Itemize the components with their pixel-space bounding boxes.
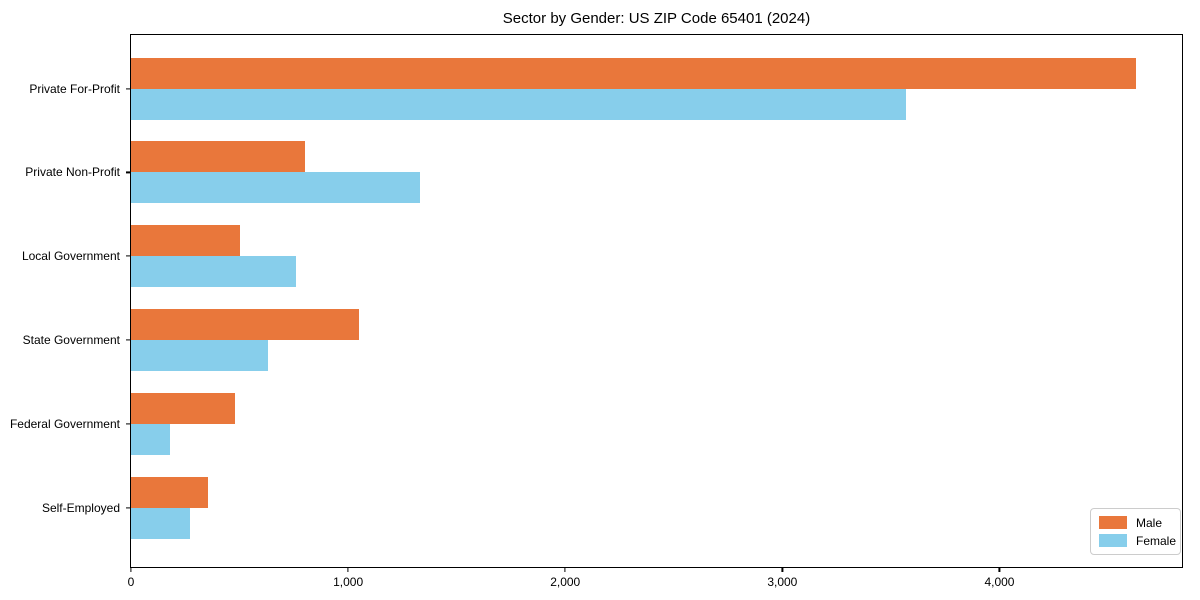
bar-male-6 [131,477,209,508]
bar-female-1 [131,88,907,120]
bar-female-6 [131,508,190,539]
y-tick-mark [126,255,130,257]
y-tick-label: Private For-Profit [29,81,120,96]
bar-female-5 [131,424,171,456]
y-tick-label: Private Non-Profit [25,165,120,180]
legend-label-male: Male [1136,515,1163,530]
y-tick-label: Local Government [21,249,120,264]
chart-title: Sector by Gender: US ZIP Code 65401 (202… [502,10,811,27]
x-tick-label: 0 [127,575,135,589]
legend-swatch-male [1099,516,1127,529]
legend-label-female: Female [1136,533,1177,548]
x-tick-label: 2,000 [550,575,581,589]
bar-male-2 [131,141,305,173]
bar-male-3 [131,225,240,257]
y-tick-mark [126,339,130,341]
y-tick-mark [126,423,130,425]
y-tick-label: Federal Government [9,417,120,432]
plot-area: 0 1,000 2,000 3,000 4,000 Private For-Profit… [10,34,1183,589]
legend: Male Female [1090,508,1181,555]
bar-female-4 [131,340,268,372]
bar-female-2 [131,172,420,204]
bar-male-4 [131,309,359,341]
legend-item-female: Female [1099,533,1176,548]
x-tick-label: 4,000 [984,575,1015,589]
y-tick-mark [126,87,130,90]
y-tick-label: State Government [22,333,120,348]
bar-male-5 [131,393,236,425]
y-tick-mark [126,507,130,509]
x-tick-mark [998,568,1001,572]
bar-male-1 [131,57,1137,89]
x-tick-mark [564,568,566,572]
legend-item-male: Male [1099,515,1172,530]
legend-swatch-female [1099,534,1127,547]
x-tick-mark [347,568,349,572]
y-tick-mark [126,171,130,173]
bar-female-3 [131,256,296,288]
x-tick-mark [781,568,783,572]
x-tick-mark [130,568,132,572]
x-tick-label: 1,000 [333,575,364,589]
y-tick-label: Self-Employed [41,501,120,515]
x-tick-label: 3,000 [767,575,798,589]
